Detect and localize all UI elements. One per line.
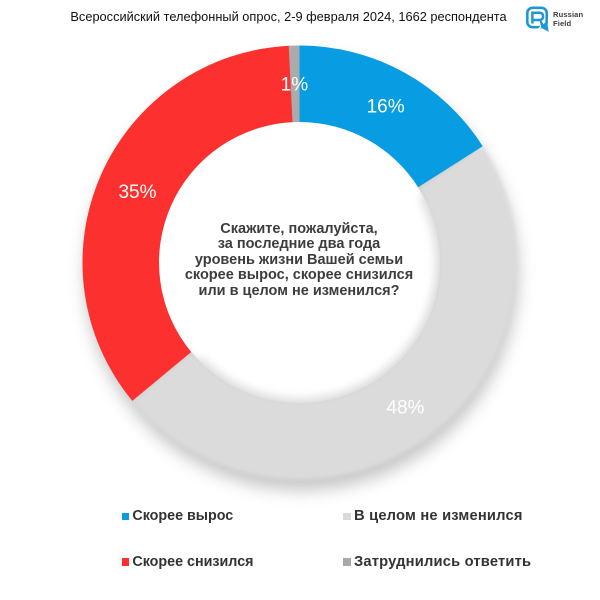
svg-text:1%: 1%: [281, 74, 309, 95]
svg-text:16%: 16%: [367, 96, 405, 117]
svg-text:35%: 35%: [118, 182, 156, 203]
svg-text:48%: 48%: [386, 398, 424, 419]
